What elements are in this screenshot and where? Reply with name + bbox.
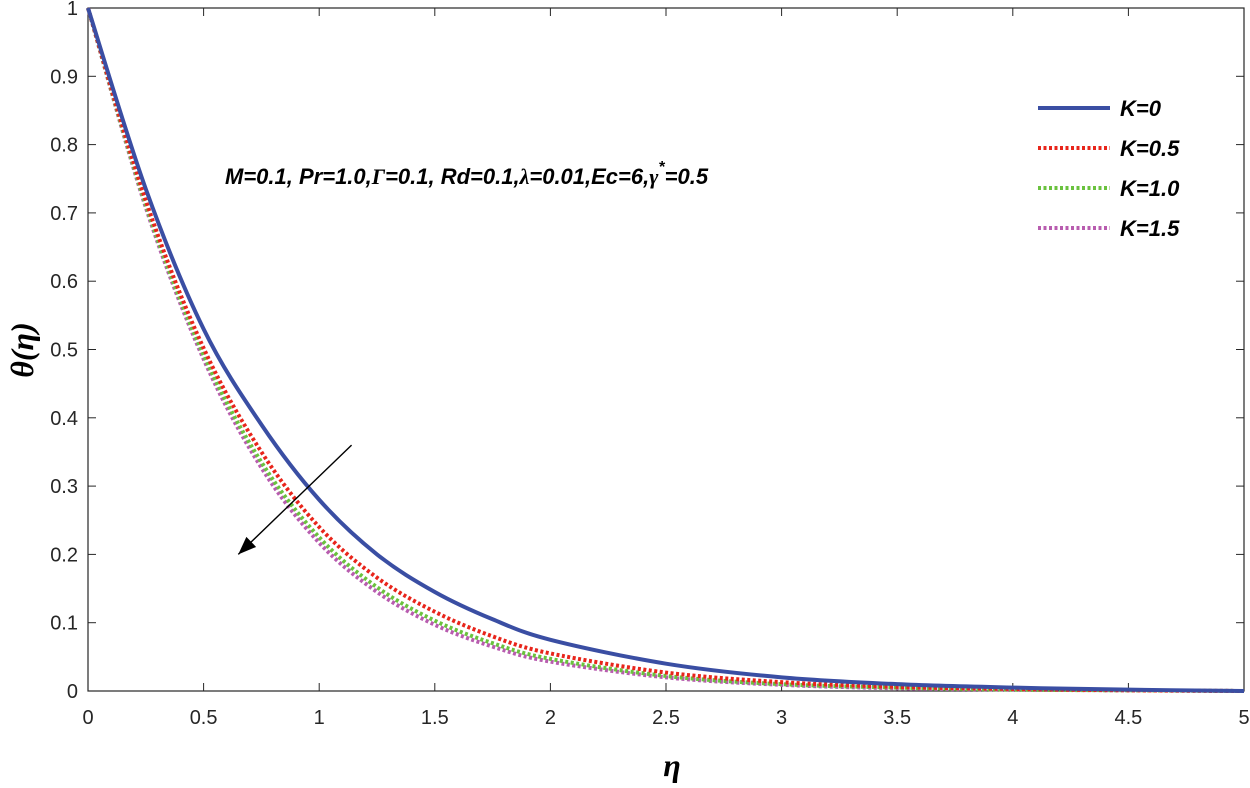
annotation-part: =0.01,Ec=6,: [529, 164, 649, 189]
legend-label: K=0.5: [1120, 136, 1180, 161]
trend-arrow-line: [237, 444, 353, 555]
y-tick-label: 0.5: [50, 340, 78, 362]
y-tick-label: 0.6: [50, 271, 78, 293]
x-tick-label: 2.5: [652, 707, 680, 729]
annotation-part: *: [658, 159, 665, 176]
parameter-annotation: M=0.1, Pr=1.0,Γ=0.1, Rd=0.1,λ=0.01,Ec=6,…: [225, 159, 709, 189]
trend-arrow-head: [238, 536, 257, 555]
y-axis-title: θ(η): [4, 322, 40, 377]
x-tick-label: 4: [1007, 707, 1018, 729]
y-tick-label: 0.3: [50, 476, 78, 498]
y-tick-label: 0.4: [50, 408, 78, 430]
y-tick-label: 1: [67, 0, 78, 20]
y-tick-label: 0.2: [50, 544, 78, 566]
legend-label: K=1.5: [1120, 216, 1180, 241]
x-tick-label: 1: [314, 707, 325, 729]
x-axis-title: η: [663, 747, 681, 783]
x-tick-label: 4.5: [1114, 707, 1142, 729]
y-tick-label: 0.1: [50, 613, 78, 635]
x-tick-label: 5: [1238, 707, 1249, 729]
plot-area: [87, 7, 1245, 692]
annotation-part: γ: [649, 164, 659, 189]
annotation-part: =0.1, Rd=0.1,: [385, 164, 520, 189]
x-tick-label: 3: [776, 707, 787, 729]
x-tick-label: 1.5: [421, 707, 449, 729]
annotation-part: λ: [519, 164, 530, 189]
x-tick-label: 0: [82, 707, 93, 729]
y-tick-label: 0.9: [50, 66, 78, 88]
x-tick-label: 3.5: [883, 707, 911, 729]
y-tick-label: 0: [67, 681, 78, 703]
annotation-part: Γ: [371, 164, 386, 189]
legend-label: K=1.0: [1120, 176, 1180, 201]
annotation-part: M=0.1, Pr=1.0,: [225, 164, 372, 189]
x-tick-label: 0.5: [190, 707, 218, 729]
y-tick-label: 0.8: [50, 135, 78, 157]
y-tick-label: 0.7: [50, 203, 78, 225]
x-tick-label: 2: [545, 707, 556, 729]
annotation-part: =0.5: [665, 164, 709, 189]
series-line: [86, 7, 1245, 693]
legend-label: K=0: [1120, 96, 1162, 121]
